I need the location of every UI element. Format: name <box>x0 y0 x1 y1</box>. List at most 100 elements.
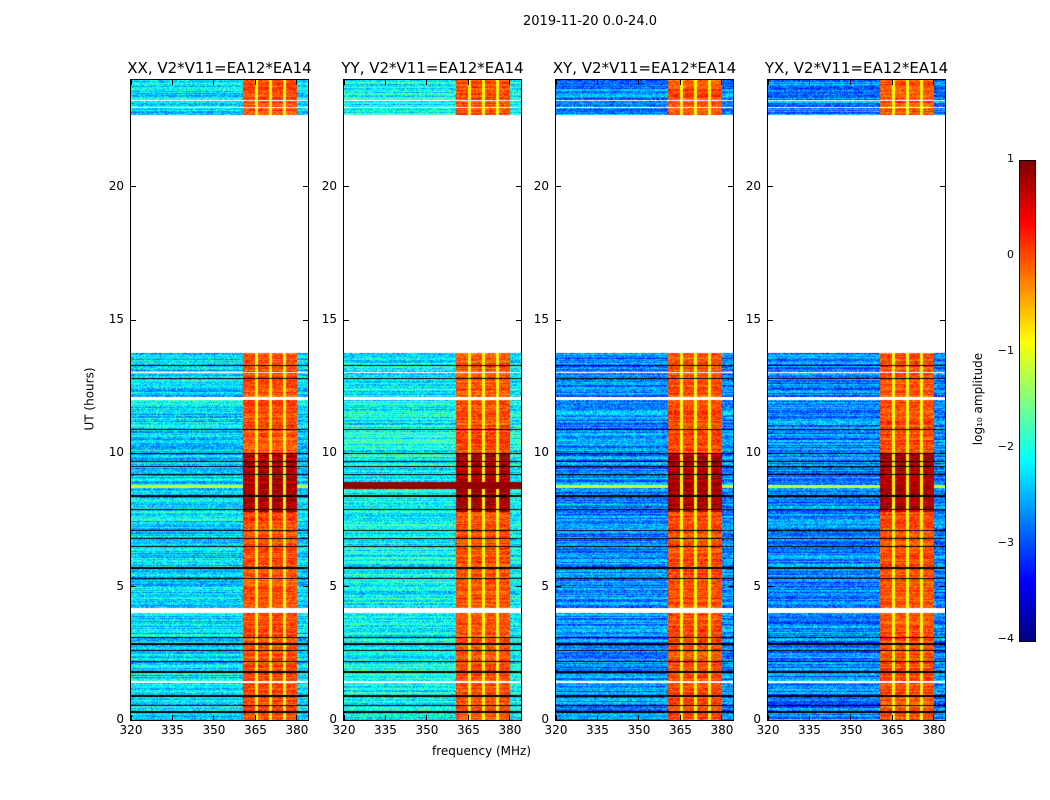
y-tick-label: 20 <box>745 178 761 193</box>
x-tick-mark <box>721 715 723 720</box>
x-tick-label: 350 <box>202 723 226 737</box>
x-tick-label: 365 <box>457 723 480 737</box>
y-tick-mark <box>768 452 773 454</box>
x-tick-label: 320 <box>544 723 568 737</box>
x-tick-mark <box>555 80 557 85</box>
x-tick-label: 380 <box>922 723 946 737</box>
heatmap-cells <box>556 80 733 720</box>
y-tick-mark <box>556 186 561 188</box>
x-tick-label: 335 <box>586 723 609 737</box>
x-tick-mark <box>638 80 640 85</box>
x-tick-mark <box>767 715 769 720</box>
x-tick-mark <box>808 80 810 85</box>
x-tick-mark <box>596 715 598 720</box>
x-tick-label: 350 <box>415 723 439 737</box>
y-tick-label: 20 <box>108 178 124 193</box>
y-tick-mark <box>940 586 945 588</box>
y-tick-mark <box>516 719 521 721</box>
figure-title: 2019-11-20 0.0-24.0 <box>523 14 657 29</box>
y-tick-label: 15 <box>321 312 337 326</box>
x-tick-mark <box>213 715 215 720</box>
y-tick-mark <box>303 719 308 721</box>
heatmap-cells <box>768 80 945 720</box>
x-tick-label: 335 <box>798 723 821 737</box>
y-tick-mark <box>728 319 733 321</box>
colorbar <box>1019 160 1036 642</box>
x-tick-mark <box>891 80 893 85</box>
y-tick-mark <box>344 319 349 321</box>
y-tick-mark <box>556 452 561 454</box>
heatmap-panel <box>767 79 946 721</box>
y-tick-mark <box>768 319 773 321</box>
y-tick-label: 10 <box>745 445 761 460</box>
x-tick-mark <box>850 80 852 85</box>
y-tick-mark <box>344 719 349 721</box>
y-tick-mark <box>303 452 308 454</box>
y-tick-label: 0 <box>541 712 549 726</box>
colorbar-tick-label: −4 <box>997 632 1014 645</box>
x-tick-mark <box>679 715 681 720</box>
x-tick-label: 320 <box>332 723 356 737</box>
y-tick-label: 5 <box>753 578 761 593</box>
x-tick-mark <box>638 715 640 720</box>
y-tick-mark <box>344 186 349 188</box>
x-tick-label: 350 <box>627 723 651 737</box>
y-tick-label: 15 <box>108 312 124 326</box>
panel-title: YY, V2*V11=EA12*EA14 <box>341 59 524 77</box>
y-tick-mark <box>556 319 561 321</box>
x-tick-mark <box>891 715 893 720</box>
y-tick-mark <box>516 319 521 321</box>
x-tick-mark <box>171 715 173 720</box>
y-tick-label: 5 <box>541 578 549 593</box>
x-tick-mark <box>808 715 810 720</box>
y-tick-label: 15 <box>533 312 549 326</box>
x-tick-mark <box>343 715 345 720</box>
heatmap-cells <box>131 80 308 720</box>
x-tick-mark <box>721 80 723 85</box>
y-axis-label: UT (hours) <box>82 367 97 431</box>
y-tick-mark <box>940 452 945 454</box>
y-tick-label: 10 <box>108 445 124 460</box>
x-axis-label: frequency (MHz) <box>432 744 532 758</box>
y-tick-mark <box>303 186 308 188</box>
x-tick-label: 335 <box>374 723 397 737</box>
y-tick-mark <box>131 586 136 588</box>
y-tick-mark <box>768 586 773 588</box>
x-tick-mark <box>933 80 935 85</box>
y-tick-mark <box>131 186 136 188</box>
colorbar-tick-label: 1 <box>1007 152 1014 165</box>
x-tick-label: 365 <box>669 723 692 737</box>
x-tick-label: 320 <box>756 723 780 737</box>
x-tick-mark <box>509 80 511 85</box>
colorbar-tick-label: 0 <box>1007 248 1014 261</box>
x-tick-label: 350 <box>839 723 863 737</box>
y-tick-mark <box>344 586 349 588</box>
x-tick-mark <box>171 80 173 85</box>
colorbar-tick-label: −3 <box>997 536 1014 549</box>
x-tick-mark <box>850 715 852 720</box>
y-tick-label: 5 <box>116 578 124 593</box>
y-tick-label: 5 <box>329 578 337 593</box>
y-tick-mark <box>516 452 521 454</box>
x-tick-label: 380 <box>285 723 309 737</box>
y-tick-label: 10 <box>533 445 549 460</box>
x-tick-label: 335 <box>161 723 184 737</box>
y-tick-mark <box>516 586 521 588</box>
y-tick-mark <box>728 586 733 588</box>
x-tick-mark <box>296 80 298 85</box>
y-tick-mark <box>768 186 773 188</box>
x-tick-mark <box>555 715 557 720</box>
x-tick-mark <box>254 715 256 720</box>
y-tick-mark <box>556 586 561 588</box>
x-tick-mark <box>130 80 132 85</box>
y-tick-mark <box>728 186 733 188</box>
y-tick-label: 10 <box>321 445 337 460</box>
colorbar-tick-label: −2 <box>997 440 1014 453</box>
x-tick-mark <box>933 715 935 720</box>
y-tick-mark <box>940 319 945 321</box>
heatmap-panel <box>343 79 522 721</box>
x-tick-mark <box>467 715 469 720</box>
y-tick-mark <box>303 319 308 321</box>
y-tick-label: 0 <box>116 712 124 726</box>
y-tick-mark <box>131 319 136 321</box>
